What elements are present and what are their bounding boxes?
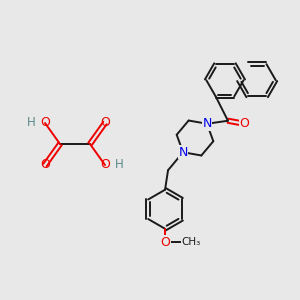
Text: O: O	[160, 236, 170, 249]
Text: O: O	[100, 158, 110, 172]
Text: N: N	[178, 146, 188, 159]
Text: CH₃: CH₃	[182, 237, 201, 247]
Text: H: H	[27, 116, 35, 130]
Text: O: O	[40, 116, 50, 130]
Text: N: N	[202, 117, 212, 130]
Text: O: O	[100, 116, 110, 130]
Text: O: O	[40, 158, 50, 172]
Text: O: O	[239, 117, 249, 130]
Text: H: H	[115, 158, 123, 172]
